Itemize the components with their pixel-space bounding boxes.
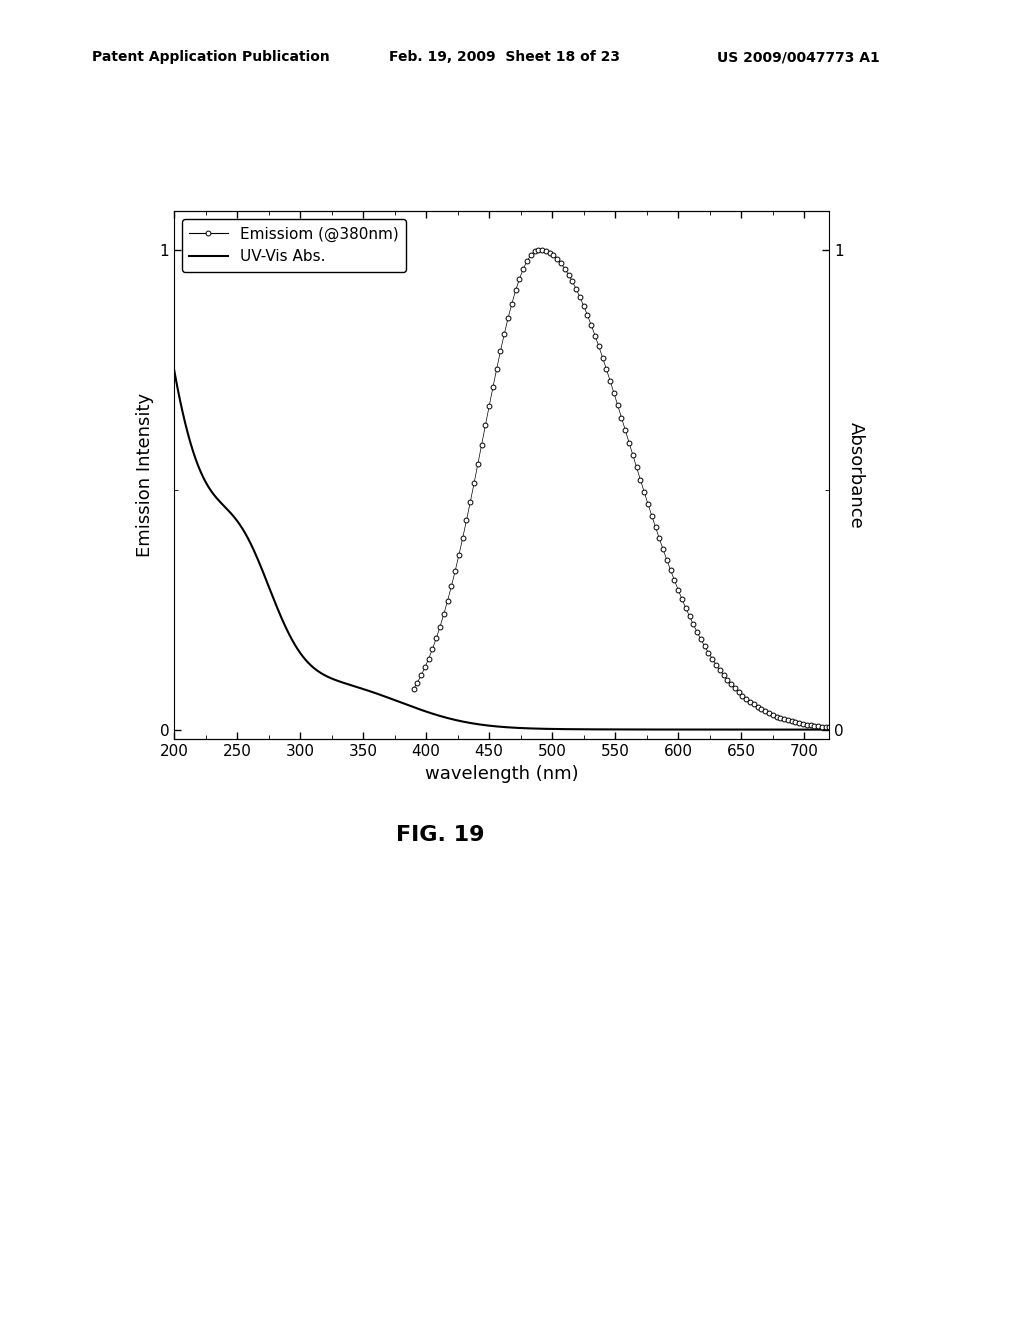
X-axis label: wavelength (nm): wavelength (nm) (425, 764, 579, 783)
Text: US 2009/0047773 A1: US 2009/0047773 A1 (717, 50, 880, 65)
Y-axis label: Emission Intensity: Emission Intensity (136, 393, 154, 557)
Text: Feb. 19, 2009  Sheet 18 of 23: Feb. 19, 2009 Sheet 18 of 23 (389, 50, 621, 65)
Legend: Emissiom (@380nm), UV-Vis Abs.: Emissiom (@380nm), UV-Vis Abs. (181, 219, 407, 272)
Text: Patent Application Publication: Patent Application Publication (92, 50, 330, 65)
Text: FIG. 19: FIG. 19 (396, 825, 484, 845)
Y-axis label: Absorbance: Absorbance (847, 422, 864, 528)
